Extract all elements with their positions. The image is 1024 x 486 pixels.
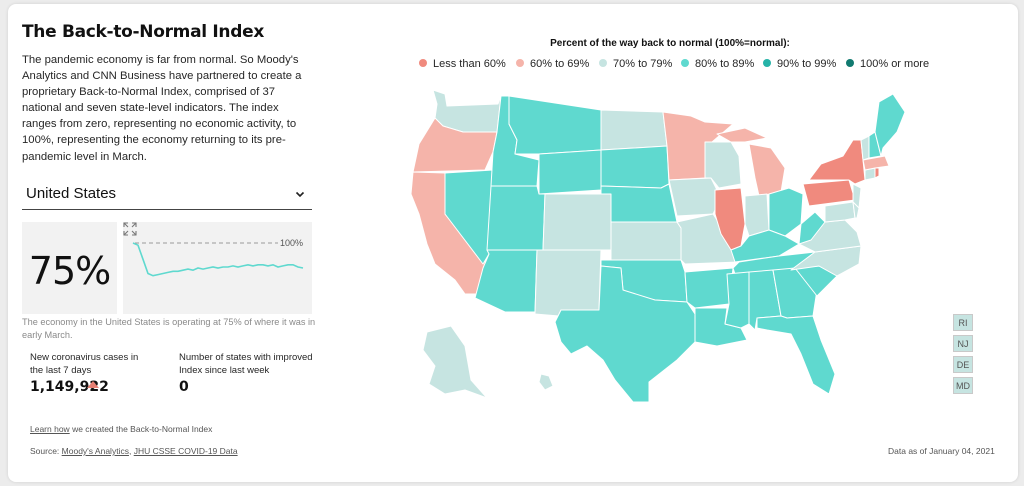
state-mi-up[interactable] bbox=[716, 127, 768, 143]
sparkline-reference-label: 100% bbox=[280, 238, 303, 248]
legend-swatch bbox=[763, 59, 771, 67]
state-mo[interactable] bbox=[676, 213, 740, 265]
page-title: The Back-to-Normal Index bbox=[22, 22, 264, 42]
state-oh[interactable] bbox=[768, 187, 804, 237]
state-la[interactable] bbox=[694, 307, 748, 347]
legend-swatch bbox=[419, 59, 427, 67]
source-link-jhu[interactable]: JHU CSSE COVID-19 Data bbox=[133, 446, 238, 456]
small-state-de[interactable]: DE bbox=[953, 356, 973, 373]
legend-item-lt60: Less than 60% bbox=[419, 58, 506, 70]
state-tx[interactable] bbox=[554, 265, 696, 403]
legend-title: Percent of the way back to normal (100%=… bbox=[550, 38, 790, 49]
legend-label: 70% to 79% bbox=[613, 58, 673, 70]
small-state-nj[interactable]: NJ bbox=[953, 335, 973, 352]
sparkline-box: 100% bbox=[123, 222, 312, 314]
state-wy[interactable] bbox=[538, 149, 602, 195]
legend-label: 90% to 99% bbox=[777, 58, 837, 70]
legend-swatch bbox=[846, 59, 854, 67]
state-nm[interactable] bbox=[534, 249, 602, 317]
state-ny[interactable] bbox=[808, 139, 866, 185]
legend-item-100: 100% or more bbox=[846, 58, 929, 70]
description: The pandemic economy is far from normal.… bbox=[22, 54, 302, 163]
legend-label: 80% to 89% bbox=[695, 58, 755, 70]
state-mt[interactable] bbox=[508, 95, 602, 155]
state-ma[interactable] bbox=[862, 155, 890, 171]
expand-icon[interactable] bbox=[123, 222, 137, 236]
state-wv[interactable] bbox=[798, 211, 826, 245]
source-note: Source: Moody's Analytics, JHU CSSE COVI… bbox=[30, 446, 238, 456]
data-date: Data as of January 04, 2021 bbox=[888, 446, 995, 456]
state-md[interactable] bbox=[824, 201, 856, 223]
legend-swatch bbox=[681, 59, 689, 67]
state-ks[interactable] bbox=[610, 221, 682, 261]
small-state-ri[interactable]: RI bbox=[953, 314, 973, 331]
improved-label: Number of states with improved Index sin… bbox=[179, 352, 313, 376]
learn-how-note: Learn how we created the Back-to-Normal … bbox=[30, 424, 212, 434]
state-ne[interactable] bbox=[600, 183, 678, 223]
state-de[interactable] bbox=[852, 201, 860, 219]
state-fl[interactable] bbox=[756, 315, 836, 395]
state-me[interactable] bbox=[874, 93, 905, 157]
state-in[interactable] bbox=[744, 193, 770, 237]
state-ms[interactable] bbox=[724, 271, 750, 329]
legend-swatch bbox=[516, 59, 524, 67]
state-mi[interactable] bbox=[748, 143, 786, 197]
legend-label: 100% or more bbox=[860, 58, 930, 70]
state-vt[interactable] bbox=[860, 135, 870, 161]
state-nv[interactable] bbox=[444, 169, 494, 265]
source-prefix: Source: bbox=[30, 446, 62, 456]
chevron-down-icon bbox=[295, 191, 305, 198]
state-wi[interactable] bbox=[704, 141, 742, 189]
legend-item-90-99: 90% to 99% bbox=[763, 58, 836, 70]
legend-label: Less than 60% bbox=[433, 58, 506, 70]
small-state-md[interactable]: MD bbox=[953, 377, 973, 394]
legend-item-70-79: 70% to 79% bbox=[599, 58, 672, 70]
improved-value: 0 bbox=[179, 379, 189, 395]
learn-how-link[interactable]: Learn how bbox=[30, 424, 70, 434]
region-dropdown-value: United States bbox=[26, 185, 117, 202]
state-ut[interactable] bbox=[486, 185, 546, 251]
index-value-box: 75% bbox=[22, 222, 117, 314]
state-ri[interactable] bbox=[874, 167, 880, 179]
legend-item-60-69: 60% to 69% bbox=[516, 58, 589, 70]
state-ak[interactable] bbox=[422, 325, 488, 399]
state-co[interactable] bbox=[542, 193, 612, 251]
us-states-map bbox=[410, 89, 905, 403]
state-hi[interactable] bbox=[538, 373, 554, 391]
source-separator: , bbox=[128, 446, 134, 456]
legend-swatch bbox=[599, 59, 607, 67]
index-value: 75% bbox=[28, 249, 111, 293]
state-ia[interactable] bbox=[668, 177, 722, 217]
source-link-moodys[interactable]: Moody's Analytics bbox=[61, 446, 129, 456]
legend-label: 60% to 69% bbox=[530, 58, 590, 70]
learn-how-text: we created the Back-to-Normal Index bbox=[69, 424, 213, 434]
state-ar[interactable] bbox=[684, 267, 734, 309]
cases-label: New coronavirus cases in the last 7 days bbox=[30, 352, 139, 376]
state-sd[interactable] bbox=[600, 145, 670, 189]
state-pa[interactable] bbox=[802, 179, 856, 207]
arrow-up-icon bbox=[87, 381, 99, 388]
sparkline-series-line bbox=[132, 242, 304, 277]
state-nd[interactable] bbox=[600, 109, 668, 151]
index-caption: The economy in the United States is oper… bbox=[22, 317, 316, 340]
region-dropdown[interactable]: United States bbox=[22, 181, 312, 210]
sparkline-chart: 100% bbox=[132, 238, 304, 277]
legend-item-80-89: 80% to 89% bbox=[681, 58, 754, 70]
